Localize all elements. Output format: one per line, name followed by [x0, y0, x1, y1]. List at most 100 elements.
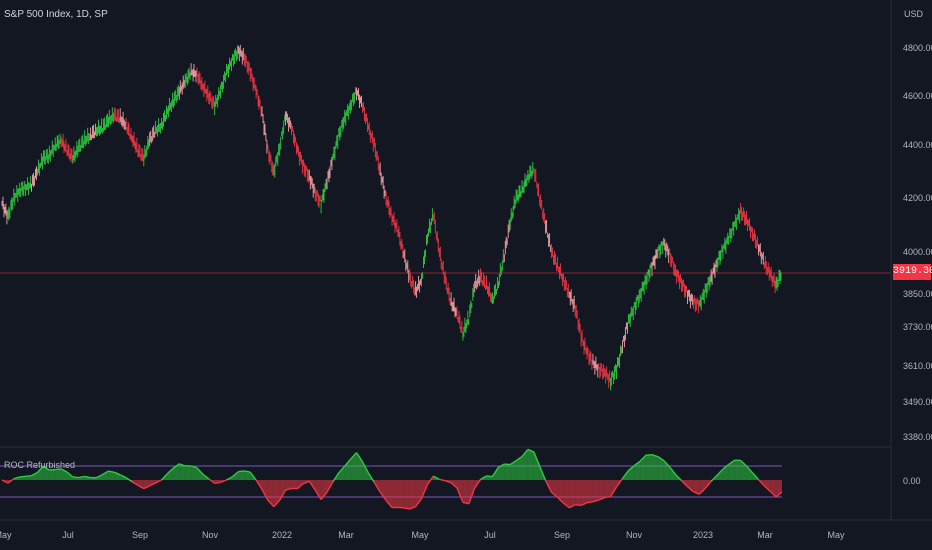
price-axis[interactable]: 4800.00 4600.00 4400.00 4200.00 4000.00 3850.…: [903, 43, 932, 442]
time-axis[interactable]: May Jul Sep Nov 2022 Mar May Jul Sep Nov 2023 Mar Ma…: [0, 530, 845, 540]
symbol-title[interactable]: S&P 500 Index, 1D, SP: [4, 9, 108, 20]
roc-line-segment: [462, 501, 469, 505]
roc-line-segment: [303, 480, 310, 485]
roc-area-segment: [669, 467, 676, 480]
roc-line-segment: [190, 465, 198, 469]
roc-line-segment: [474, 478, 482, 489]
roc-line-segment: [420, 484, 429, 499]
roc-line-segment: [444, 480, 452, 484]
roc-area-segment: [350, 452, 357, 480]
roc-area-segment: [592, 480, 599, 502]
roc-line-segment: [562, 502, 570, 509]
roc-line-segment: [25, 474, 32, 477]
roc-line-segment: [533, 451, 541, 467]
roc-area-segment: [699, 480, 706, 495]
time-tick-label: Mar: [338, 530, 354, 540]
roc-line-segment: [675, 474, 683, 482]
roc-line-segment: [379, 491, 387, 501]
time-tick-label: Jul: [484, 530, 496, 540]
roc-line-segment: [19, 475, 26, 478]
roc-line-segment: [36, 465, 44, 474]
roc-area-segment: [197, 467, 203, 480]
roc-line-segment: [604, 495, 611, 499]
roc-area-segment: [167, 468, 174, 480]
roc-area-segment: [728, 460, 735, 480]
price-tick-label: 3850.00: [903, 289, 932, 299]
roc-line-segment: [592, 499, 600, 503]
roc-line-segment: [633, 460, 641, 467]
price-tick-label: 4200.00: [903, 193, 932, 203]
time-tick-label: May: [0, 530, 12, 540]
indicator-zero-tick: 0.00: [903, 476, 921, 486]
roc-line-segment: [639, 454, 647, 462]
roc-line-segment: [208, 478, 216, 484]
time-tick-label: Jul: [62, 530, 74, 540]
roc-area-segment: [693, 480, 700, 495]
roc-area-segment: [31, 472, 38, 480]
time-tick-label: Nov: [202, 530, 219, 540]
roc-line-segment: [757, 478, 765, 487]
roc-line-segment: [55, 468, 62, 471]
roc-area-segment: [179, 463, 186, 480]
roc-line-segment: [367, 472, 375, 483]
roc-line-segment: [108, 470, 115, 473]
price-tick-label: 3610.00: [903, 361, 932, 371]
roc-line-segment: [686, 486, 694, 493]
roc-line-segment: [621, 470, 629, 479]
roc-area-segment: [244, 470, 251, 480]
roc-line-segment: [166, 467, 174, 475]
roc-line-segment: [220, 479, 227, 483]
roc-line-segment: [155, 479, 162, 484]
roc-line-segment: [568, 504, 576, 509]
roc-line-segment: [226, 476, 233, 481]
roc-area-segment: [657, 456, 664, 480]
roc-indicator-pane: [0, 448, 783, 510]
roc-area-segment: [279, 480, 286, 501]
roc-area-segment: [273, 480, 280, 507]
roc-area-segment: [575, 480, 582, 506]
roc-line-segment: [486, 475, 493, 478]
roc-area-segment: [291, 480, 298, 489]
roc-line-segment: [722, 463, 730, 470]
roc-area-segment: [504, 464, 511, 480]
roc-area-segment: [652, 454, 658, 480]
roc-line-segment: [409, 505, 416, 510]
roc-line-segment: [279, 489, 287, 501]
roc-area-segment: [262, 480, 268, 501]
price-tick-label: 3490.00: [903, 397, 932, 407]
roc-area-segment: [397, 480, 404, 508]
roc-area-segment: [527, 449, 534, 480]
roc-line-segment: [255, 479, 263, 490]
roc-line-segment: [7, 478, 15, 484]
price-tick-label: 3380.00: [903, 432, 932, 442]
roc-line-segment: [426, 475, 434, 485]
roc-line-segment: [769, 490, 777, 498]
roc-line-segment: [60, 468, 68, 473]
roc-line-segment: [556, 496, 564, 504]
price-tick-label: 4600.00: [903, 91, 932, 101]
roc-area-segment: [687, 480, 694, 492]
roc-area-segment: [267, 480, 274, 507]
indicator-title[interactable]: ROC Refurbished: [4, 460, 76, 470]
roc-line-segment: [681, 480, 688, 488]
roc-area-segment: [498, 464, 505, 480]
roc-line-segment: [314, 489, 322, 500]
roc-line-segment: [710, 474, 718, 482]
roc-area-segment: [581, 480, 587, 506]
roc-line-segment: [468, 487, 476, 505]
time-tick-label: Sep: [554, 530, 570, 540]
time-tick-label: 2023: [693, 530, 713, 540]
roc-line-segment: [72, 476, 79, 479]
roc-area-segment: [102, 471, 109, 480]
roc-line-segment: [125, 477, 133, 483]
time-tick-label: May: [827, 530, 845, 540]
roc-line-segment: [575, 504, 582, 507]
roc-line-segment: [31, 471, 38, 477]
roc-line-segment: [78, 475, 85, 479]
roc-line-segment: [663, 460, 671, 468]
currency-label: USD: [904, 9, 924, 19]
roc-line-segment: [415, 498, 423, 508]
roc-line-segment: [693, 491, 700, 495]
roc-line-segment: [746, 465, 753, 474]
